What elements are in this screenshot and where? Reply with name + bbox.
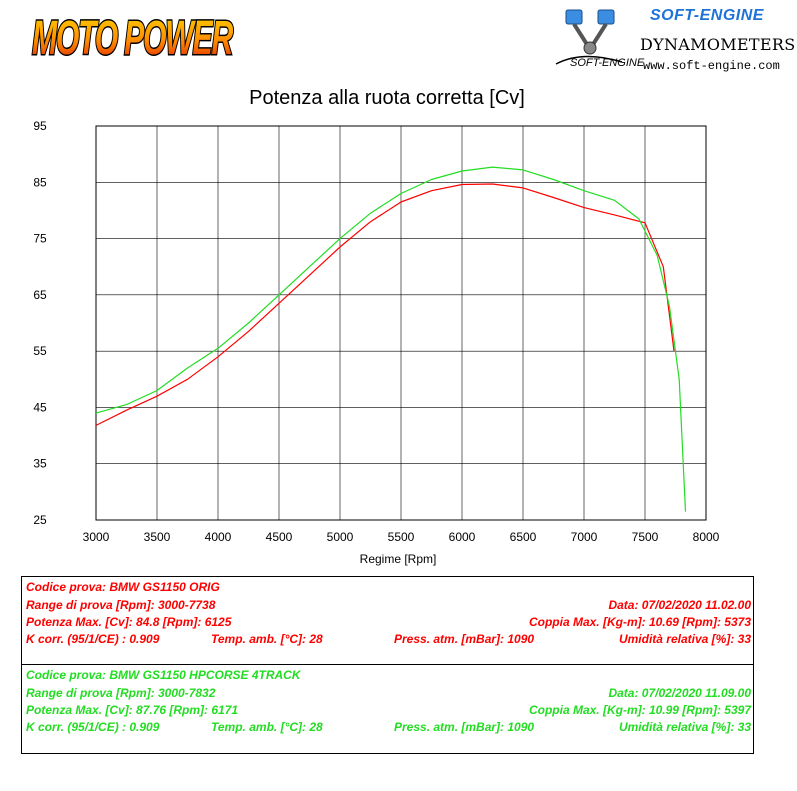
moto-power-logo: MOTO POWER	[31, 11, 237, 67]
test1-potenza: Potenza Max. [Cv]: 84.8 [Rpm]: 6125	[26, 615, 232, 629]
test2-codice: Codice prova: BMW GS1150 HPCORSE 4TRACK	[26, 668, 301, 682]
piston-icon	[565, 9, 615, 55]
soft-engine-logo	[555, 9, 623, 65]
test2-data: Data: 07/02/2020 11.09.00	[608, 686, 751, 700]
test1-umid: Umidità relativa [%]: 33	[618, 632, 751, 646]
test2-kcorr: K corr. (95/1/CE) : 0.909	[26, 720, 160, 734]
x-tick-label: 6000	[449, 530, 476, 544]
y-tick-label: 65	[33, 288, 47, 302]
y-tick-label: 45	[33, 400, 47, 414]
test2-potenza: Potenza Max. [Cv]: 87.76 [Rpm]: 6171	[26, 703, 239, 717]
x-tick-label: 4500	[266, 530, 293, 544]
y-tick-label: 95	[33, 119, 47, 133]
test1-coppia: Coppia Max. [Kg-m]: 10.69 [Rpm]: 5373	[528, 615, 751, 629]
y-tick-label: 75	[33, 232, 47, 246]
series-line-2	[95, 166, 687, 512]
logo-moto-text: MOTO POWER	[32, 12, 233, 65]
test1-range: Range di prova [Rpm]: 3000-7738	[26, 598, 216, 612]
x-tick-label: 8000	[693, 530, 720, 544]
y-tick-label: 25	[33, 513, 47, 527]
x-tick-label: 7000	[571, 530, 598, 544]
y-tick-label: 35	[33, 457, 47, 471]
soft-engine-brand: SOFT-ENGINE	[570, 57, 645, 69]
website-url: www.soft-engine.com	[643, 59, 780, 73]
x-tick-label: 6500	[510, 530, 537, 544]
y-tick-label: 85	[33, 175, 47, 189]
dynamometers-label: DYNAMOMETERS	[640, 35, 796, 54]
test-info-box: Codice prova: BMW GS1150 ORIG Range di p…	[21, 576, 754, 754]
power-chart: Potenza alla ruota corretta [Cv] 25 35 45 5…	[33, 87, 720, 566]
test1-data: Data: 07/02/2020 11.02.00	[608, 598, 751, 612]
info-divider	[22, 664, 753, 665]
x-tick-label: 3000	[83, 530, 110, 544]
x-tick-label: 4000	[205, 530, 232, 544]
x-tick-label: 7500	[632, 530, 659, 544]
x-tick-label: 3500	[144, 530, 171, 544]
test2-range: Range di prova [Rpm]: 3000-7832	[26, 686, 216, 700]
x-tick-label: 5000	[327, 530, 354, 544]
x-tick-label: 5500	[388, 530, 415, 544]
test1-temp: Temp. amb. [°C]: 28	[211, 632, 323, 646]
series-line-1	[95, 183, 675, 426]
test1-codice: Codice prova: BMW GS1150 ORIG	[26, 580, 220, 594]
y-tick-label: 55	[33, 344, 47, 358]
test2-coppia: Coppia Max. [Kg-m]: 10.99 [Rpm]: 5397	[528, 703, 751, 717]
x-axis-label: Regime [Rpm]	[360, 552, 437, 566]
test2-temp: Temp. amb. [°C]: 28	[211, 720, 323, 734]
test1-kcorr: K corr. (95/1/CE) : 0.909	[26, 632, 160, 646]
test2-umid: Umidità relativa [%]: 33	[618, 720, 751, 734]
test2-press: Press. atm. [mBar]: 1090	[394, 720, 535, 734]
chart-title: Potenza alla ruota corretta [Cv]	[249, 87, 525, 109]
soft-engine-title: SOFT-ENGINE	[650, 7, 764, 24]
test1-press: Press. atm. [mBar]: 1090	[394, 632, 535, 646]
